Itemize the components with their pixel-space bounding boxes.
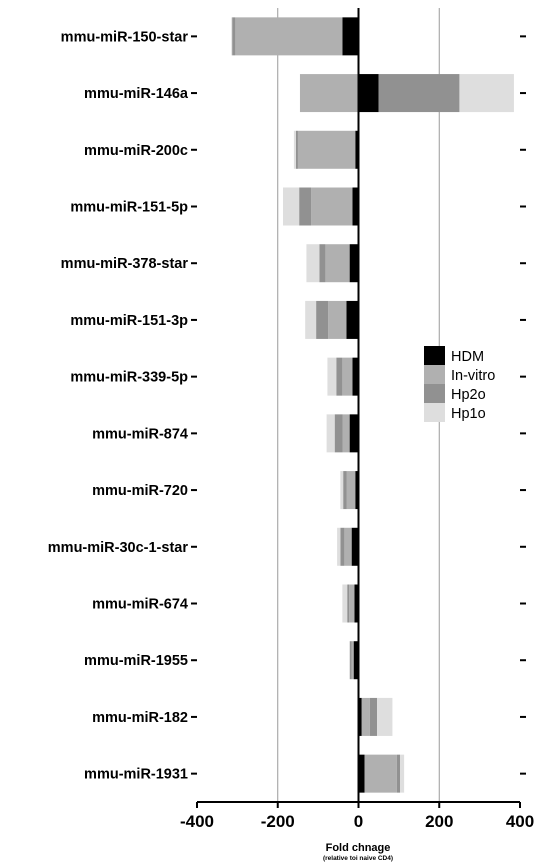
bar-segment [328,300,347,339]
axes: -400 -200 0 200 400 [180,8,534,831]
bar-segment [235,17,343,56]
bar-segment [400,754,405,793]
bar-segment [346,300,359,339]
x-tick-label: 400 [506,812,534,831]
category-label: mmu-miR-339-5p [70,370,188,386]
category-label: mmu-miR-1931 [84,767,188,783]
bar-segment [295,130,298,169]
bar-segment [231,17,233,56]
category-label: mmu-miR-182 [92,710,188,726]
bar-segment [342,17,359,56]
x-tick-label: 0 [354,812,363,831]
category-label: mmu-miR-200c [84,143,188,159]
bar-segment [311,187,353,226]
bar-segment [350,641,352,680]
bar-segment [378,74,460,113]
bar-segment [282,187,300,226]
bar-segment [349,414,359,453]
category-label: mmu-miR-151-5p [70,200,188,216]
category-label: mmu-miR-151-3p [70,313,188,329]
legend: HDM In-vitro Hp2o Hp1o [424,346,495,422]
bar-segment [358,697,362,736]
bar-segment [344,527,352,566]
bar-segment [349,584,355,623]
bar-segment [346,471,356,510]
bar-segment [353,641,359,680]
legend-swatch [424,365,445,384]
category-label: mmu-miR-874 [92,426,188,442]
x-tick-label: -400 [180,812,214,831]
legend-swatch [424,346,445,365]
bar-segment [293,130,296,169]
bar-segment [361,697,370,736]
bar-segment [316,300,329,339]
category-labels: mmu-miR-150-star mmu-miR-146a mmu-miR-200c… [48,29,189,782]
bars [231,17,514,793]
bar-segment [355,130,359,169]
x-axis-label: Fold chnage [326,842,391,854]
legend-swatch [424,384,445,403]
bar-segment [358,754,365,793]
bar-segment [305,300,317,339]
bar-segment [347,584,350,623]
bar-segment [358,74,379,113]
category-label: mmu-miR-1955 [84,653,188,669]
bar-segment [351,641,354,680]
bar-segment [342,414,350,453]
bar-segment [340,527,345,566]
category-label: mmu-miR-674 [92,597,188,613]
legend-swatch [424,403,445,422]
bar-segment [299,74,359,113]
bar-segment [377,697,393,736]
bar-segment [336,357,343,396]
bar-segment [334,414,343,453]
category-label: mmu-miR-146a [84,86,189,102]
bar-segment [355,471,359,510]
legend-label: HDM [451,349,484,365]
bar-segment [297,130,356,169]
bar-segment [349,244,359,283]
bar-segment [343,471,347,510]
x-tick-label: 200 [425,812,453,831]
x-tick-label: -200 [261,812,295,831]
bar-segment [299,187,312,226]
bar-segment [319,244,326,283]
bar-segment [349,641,351,680]
category-label: mmu-miR-150-star [61,29,189,45]
bar-segment [369,697,378,736]
category-label: mmu-miR-378-star [61,256,189,272]
bar-segment [325,244,350,283]
bar-segment [326,414,335,453]
legend-label: In-vitro [451,368,495,384]
bar-segment [342,357,353,396]
bar-segment [364,754,397,793]
bar-segment [306,244,320,283]
bar-segment [340,471,344,510]
category-label: mmu-miR-30c-1-star [48,540,189,556]
x-axis-sublabel: (relative toi naive CD4) [323,855,393,862]
bar-segment [352,357,359,396]
category-label: mmu-miR-720 [92,483,188,499]
bar-segment [352,187,359,226]
bar-segment [327,357,337,396]
bar-segment [354,584,359,623]
bar-segment [459,74,514,113]
bar-segment [351,527,359,566]
bar-segment [342,584,348,623]
bar-segment [396,754,401,793]
bar-segment [337,527,341,566]
legend-label: Hp2o [451,387,486,403]
legend-label: Hp1o [451,406,486,422]
bar-segment [232,17,236,56]
